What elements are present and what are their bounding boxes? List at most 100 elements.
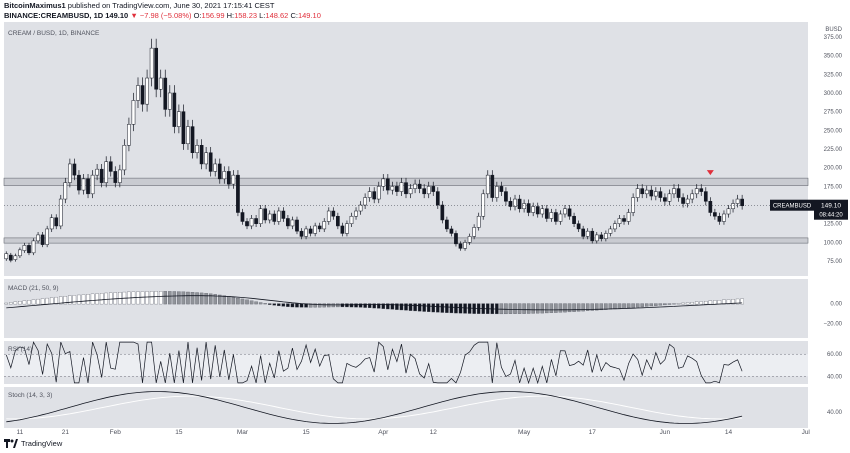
x-tick-label: 21 <box>62 429 70 436</box>
candle-body <box>445 219 449 230</box>
candle-body <box>644 189 649 195</box>
macd-histogram-bar <box>240 298 245 305</box>
macd-histogram-bar <box>263 303 267 305</box>
macd-y-tick: −20.00 <box>823 321 842 327</box>
candle-body <box>699 188 704 192</box>
chart-canvas[interactable]: CREAM / BUSD, 1D, BINANCE BUSD 75.00 100.00… <box>0 22 850 437</box>
candle-body <box>458 243 463 249</box>
macd-signal-line <box>6 295 743 311</box>
y-tick-label: 350.00 <box>824 54 843 60</box>
low-value: 148.62 <box>265 11 289 20</box>
candle-body <box>336 215 340 227</box>
rsi-y-tick: 60.00 <box>827 352 843 358</box>
macd-histogram-bar <box>9 302 13 305</box>
brand-label[interactable]: TradingView <box>21 439 63 448</box>
candle-body <box>190 126 195 153</box>
macd-histogram-bar <box>277 303 281 307</box>
candle-body <box>36 234 40 242</box>
candle-body <box>513 198 517 207</box>
macd-histogram-bar <box>295 303 299 308</box>
macd-histogram-bar <box>699 301 703 305</box>
macd-histogram-bar <box>554 303 558 313</box>
macd-histogram-bar <box>59 296 63 305</box>
macd-histogram-bar <box>186 291 190 305</box>
candle-body <box>177 111 181 127</box>
macd-histogram-bar <box>431 303 435 313</box>
close-label: C: <box>290 11 298 20</box>
price-tag-countdown: 08:44:20 <box>819 213 843 219</box>
macd-histogram-bar <box>395 303 399 310</box>
author-name[interactable]: BitcoinMaximus1 <box>4 1 66 10</box>
candle-body <box>308 228 313 234</box>
macd-histogram-bar <box>158 291 163 305</box>
macd-histogram-bar <box>663 303 667 306</box>
open-label: O: <box>193 11 202 20</box>
candle-body <box>635 188 640 198</box>
candle-body <box>544 208 549 219</box>
macd-histogram-bar <box>163 291 167 305</box>
candle-body <box>726 208 731 215</box>
candle-body <box>254 218 258 224</box>
macd-histogram-bar <box>585 303 590 311</box>
macd-histogram-bar <box>386 303 390 310</box>
macd-histogram-bar <box>526 303 531 314</box>
macd-histogram-bar <box>86 294 90 305</box>
price-change: ▼ −7.98 (−5.08%) <box>130 11 192 20</box>
candle-body <box>413 183 417 189</box>
macd-histogram-bar <box>140 291 145 305</box>
macd-histogram-bar <box>218 294 222 305</box>
candle-body <box>258 208 263 224</box>
macd-histogram-bar <box>367 303 372 308</box>
candle-body <box>481 193 486 217</box>
macd-histogram-bar <box>595 303 599 311</box>
y-tick-label: 175.00 <box>824 184 843 190</box>
macd-histogram-bar <box>181 291 186 305</box>
candle-body <box>217 163 222 180</box>
candle-body <box>417 183 422 189</box>
macd-histogram-bar <box>313 303 317 308</box>
macd-histogram-bar <box>717 300 722 305</box>
candle-body <box>68 163 72 183</box>
macd-histogram-bar <box>499 303 504 315</box>
macd-histogram-bar <box>436 303 440 313</box>
x-tick-label: 14 <box>725 429 733 436</box>
macd-histogram-bar <box>685 302 690 305</box>
x-tick-label: May <box>518 429 531 436</box>
candle-body <box>236 174 240 213</box>
macd-histogram-bar <box>90 293 95 305</box>
y-tick-label: 375.00 <box>824 35 843 41</box>
macd-histogram-bar <box>567 303 572 313</box>
macd-histogram-bar <box>445 303 449 313</box>
candle-body <box>204 152 208 165</box>
x-tick-label: Apr <box>378 429 389 436</box>
candle-body <box>658 191 663 198</box>
candle-body <box>272 213 277 222</box>
candle-body <box>694 188 699 195</box>
candle-body <box>18 249 22 257</box>
macd-histogram-bar <box>27 300 31 305</box>
candle-body <box>263 208 268 221</box>
symbol-tag: CREAMBUSD <box>773 204 812 210</box>
candle-body <box>122 145 127 171</box>
macd-histogram-bar <box>109 292 113 305</box>
macd-histogram-bar <box>286 303 290 307</box>
candle-body <box>286 218 290 227</box>
candle-body <box>649 189 654 197</box>
candle-body <box>517 198 522 210</box>
macd-histogram-bar <box>18 301 22 305</box>
candle-body <box>340 225 345 234</box>
candle-body <box>199 145 204 165</box>
candle-body <box>399 182 404 192</box>
macd-histogram-bar <box>735 298 740 305</box>
candle-body <box>558 213 563 222</box>
candle-body <box>499 186 504 192</box>
macd-histogram-bar <box>249 300 254 305</box>
macd-histogram-bar <box>654 303 658 306</box>
candle-body <box>467 236 472 243</box>
candle-body <box>585 230 590 237</box>
candle-body <box>549 212 554 219</box>
candle-body <box>485 174 490 195</box>
macd-histogram-bar <box>408 303 413 311</box>
stoch-y-tick: 40.00 <box>827 410 843 416</box>
macd-histogram-bar <box>635 303 640 308</box>
